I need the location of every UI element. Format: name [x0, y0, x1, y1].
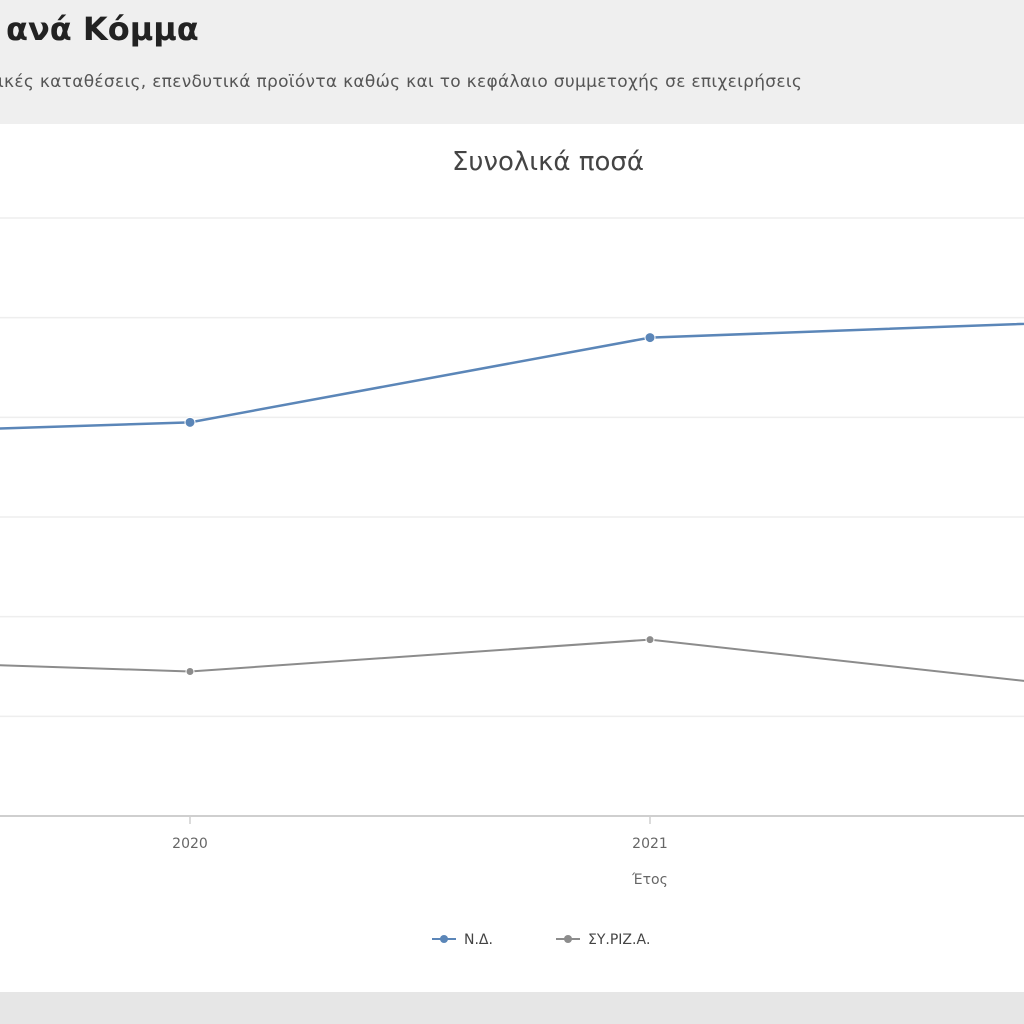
x-axis-label: Έτος: [631, 872, 668, 888]
series-2: [0, 635, 1024, 682]
series-1: [0, 322, 1024, 430]
legend-marker: [440, 935, 448, 943]
x-axis-ticks: 2020 2021: [172, 816, 668, 852]
series-line: [0, 322, 1024, 430]
x-tick-label: 2021: [632, 836, 668, 852]
data-point[interactable]: [645, 635, 655, 645]
page-header: ανά Κόμμα ικές καταθέσεις, επενδυτικά πρ…: [0, 0, 1024, 124]
line-chart: Συνολικά ποσά 2020 2021 Έτος Ν.Δ. ΣΥ.ΡΙΖ.Α…: [0, 147, 1024, 948]
bottom-strip: [0, 992, 1024, 1024]
chart-series: [0, 322, 1024, 682]
legend-item[interactable]: ΣΥ.ΡΙΖ.Α.: [556, 932, 651, 948]
x-tick-label: 2020: [172, 836, 208, 852]
chart-legend[interactable]: Ν.Δ. ΣΥ.ΡΙΖ.Α.: [432, 932, 651, 948]
legend-marker: [564, 935, 572, 943]
legend-label: Ν.Δ.: [464, 932, 493, 948]
page-subtitle: ικές καταθέσεις, επενδυτικά προϊόντα καθ…: [0, 72, 803, 92]
page-title: ανά Κόμμα: [6, 10, 199, 48]
series-line: [0, 638, 1024, 682]
data-point[interactable]: [644, 332, 656, 344]
legend-label: ΣΥ.ΡΙΖ.Α.: [588, 932, 651, 948]
chart-grid: [0, 217, 1024, 817]
legend-item[interactable]: Ν.Δ.: [432, 932, 493, 948]
data-point[interactable]: [185, 666, 195, 676]
data-point[interactable]: [184, 416, 196, 428]
chart-card: Συνολικά ποσά 2020 2021 Έτος Ν.Δ. ΣΥ.ΡΙΖ.Α…: [0, 124, 1024, 992]
chart-title: Συνολικά ποσά: [452, 147, 644, 177]
